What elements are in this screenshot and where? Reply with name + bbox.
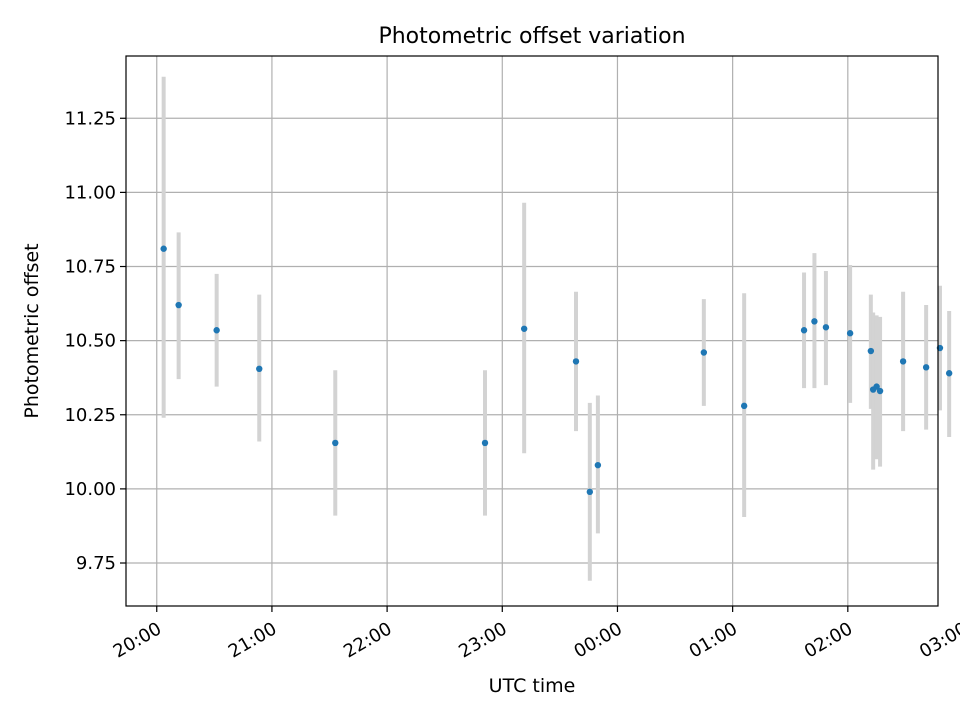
y-tick-label: 10.00 — [64, 479, 116, 500]
data-point — [922, 364, 930, 371]
chart-title: Photometric offset variation — [378, 24, 685, 49]
data-point — [876, 387, 884, 395]
data-point — [160, 245, 167, 252]
data-point — [822, 324, 830, 331]
point-layer — [160, 245, 953, 496]
y-axis-title: Photometric offset — [21, 243, 43, 418]
y-tick-label: 9.75 — [76, 553, 116, 574]
data-point — [572, 358, 580, 365]
data-point — [899, 358, 907, 365]
data-point — [520, 325, 528, 332]
y-tick-label: 10.50 — [64, 331, 116, 352]
data-point — [873, 383, 880, 390]
data-point — [846, 330, 854, 337]
y-tick-label: 11.00 — [64, 182, 116, 203]
data-point — [481, 439, 489, 447]
data-point — [700, 349, 708, 356]
data-point — [256, 365, 263, 373]
plot-frame — [125, 55, 939, 607]
y-tick-label: 10.75 — [64, 257, 116, 278]
data-point — [811, 318, 818, 325]
data-point — [740, 402, 748, 410]
data-point — [867, 347, 875, 355]
data-point — [594, 461, 602, 469]
data-point — [332, 439, 339, 447]
data-point — [213, 327, 220, 334]
x-axis-title: UTC time — [489, 675, 576, 697]
data-point — [175, 301, 182, 309]
data-point — [586, 488, 594, 496]
y-tick-label: 11.25 — [64, 108, 116, 129]
data-point — [800, 327, 808, 334]
data-point — [945, 370, 953, 377]
y-axis: 9.75 10.00 10.25 10.50 10.75 11.00 11.25 — [64, 108, 126, 574]
y-tick-label: 10.25 — [64, 405, 116, 426]
